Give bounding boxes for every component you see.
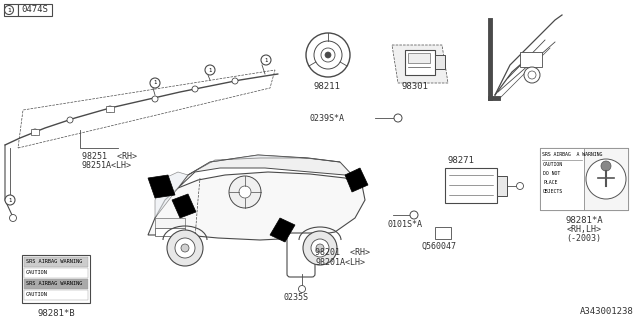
Circle shape: [205, 65, 215, 75]
Circle shape: [239, 186, 251, 198]
Circle shape: [303, 231, 337, 265]
Circle shape: [306, 33, 350, 77]
Text: SRS AIRBAG  A WARNING: SRS AIRBAG A WARNING: [542, 152, 602, 157]
Circle shape: [167, 230, 203, 266]
Circle shape: [32, 129, 38, 135]
Text: CAUTION: CAUTION: [26, 270, 48, 275]
Circle shape: [261, 55, 271, 65]
Bar: [435, 55, 445, 69]
Text: CAUTION: CAUTION: [26, 292, 48, 297]
Polygon shape: [178, 155, 355, 188]
Bar: [584, 148, 628, 210]
Bar: [18, 4, 52, 16]
Circle shape: [528, 71, 536, 79]
Text: 0239S*A: 0239S*A: [310, 114, 345, 123]
Text: 98251  <RH>: 98251 <RH>: [82, 152, 137, 161]
Circle shape: [67, 117, 73, 123]
Text: Q560047: Q560047: [421, 242, 456, 251]
Text: 98301: 98301: [402, 82, 429, 91]
Polygon shape: [148, 175, 175, 198]
Bar: [405, 50, 435, 75]
Circle shape: [10, 214, 17, 221]
Text: 0235S: 0235S: [284, 293, 309, 302]
Text: SRS AIRBAG WARNING: SRS AIRBAG WARNING: [26, 259, 83, 264]
Circle shape: [316, 244, 324, 252]
Bar: [445, 168, 497, 203]
Bar: [155, 228, 185, 236]
Bar: [520, 52, 542, 67]
Text: 0101S*A: 0101S*A: [388, 220, 423, 229]
Text: CAUTION: CAUTION: [543, 162, 563, 167]
Bar: [24, 257, 88, 267]
Text: 98271: 98271: [447, 156, 474, 165]
Text: 98201A<LH>: 98201A<LH>: [315, 258, 365, 267]
Circle shape: [311, 239, 329, 257]
Bar: [408, 53, 430, 63]
Text: 1: 1: [7, 7, 11, 12]
Circle shape: [4, 5, 13, 14]
Bar: [106, 106, 114, 112]
Bar: [24, 268, 88, 278]
Circle shape: [325, 52, 331, 58]
Text: 98251A<LH>: 98251A<LH>: [82, 161, 132, 170]
Polygon shape: [172, 194, 196, 218]
Text: 1: 1: [264, 58, 268, 62]
Bar: [22, 255, 90, 303]
Circle shape: [298, 285, 305, 292]
Circle shape: [321, 48, 335, 62]
Circle shape: [410, 211, 418, 219]
FancyBboxPatch shape: [287, 233, 315, 277]
Bar: [31, 129, 39, 135]
Circle shape: [516, 182, 524, 189]
Text: OBJECTS: OBJECTS: [543, 189, 563, 194]
Polygon shape: [148, 172, 365, 240]
Bar: [24, 279, 88, 289]
Bar: [4, 4, 18, 16]
Bar: [540, 148, 584, 210]
Text: <RH,LH>: <RH,LH>: [566, 225, 602, 234]
Text: 98211: 98211: [314, 82, 341, 91]
Bar: [540, 148, 628, 210]
Text: 1: 1: [208, 68, 212, 73]
Circle shape: [601, 161, 611, 171]
Polygon shape: [155, 172, 188, 218]
Bar: [155, 218, 185, 228]
Bar: [497, 176, 507, 196]
Bar: [435, 227, 451, 239]
Polygon shape: [270, 218, 295, 242]
Circle shape: [586, 159, 626, 199]
Bar: [24, 290, 88, 300]
Text: 0474S: 0474S: [22, 5, 49, 14]
Circle shape: [107, 106, 113, 112]
Text: 98281*A: 98281*A: [565, 216, 603, 225]
Circle shape: [394, 114, 402, 122]
Circle shape: [229, 176, 261, 208]
Circle shape: [192, 86, 198, 92]
Text: PLACE: PLACE: [543, 180, 557, 185]
Circle shape: [152, 96, 158, 102]
Polygon shape: [392, 45, 448, 83]
Circle shape: [181, 244, 189, 252]
Text: A343001238: A343001238: [580, 307, 634, 316]
Polygon shape: [345, 168, 368, 192]
Text: DO NOT: DO NOT: [543, 171, 560, 176]
Circle shape: [150, 78, 160, 88]
Polygon shape: [188, 155, 340, 175]
Circle shape: [5, 195, 15, 205]
Text: 98201  <RH>: 98201 <RH>: [315, 248, 370, 257]
Text: (-2003): (-2003): [566, 234, 602, 243]
Text: 1: 1: [153, 81, 157, 85]
Circle shape: [232, 78, 238, 84]
Text: 1: 1: [8, 197, 12, 203]
Circle shape: [314, 41, 342, 69]
Text: SRS AIRBAG WARNING: SRS AIRBAG WARNING: [26, 281, 83, 286]
Circle shape: [524, 67, 540, 83]
Circle shape: [175, 238, 195, 258]
Text: 98281*B: 98281*B: [37, 309, 75, 318]
